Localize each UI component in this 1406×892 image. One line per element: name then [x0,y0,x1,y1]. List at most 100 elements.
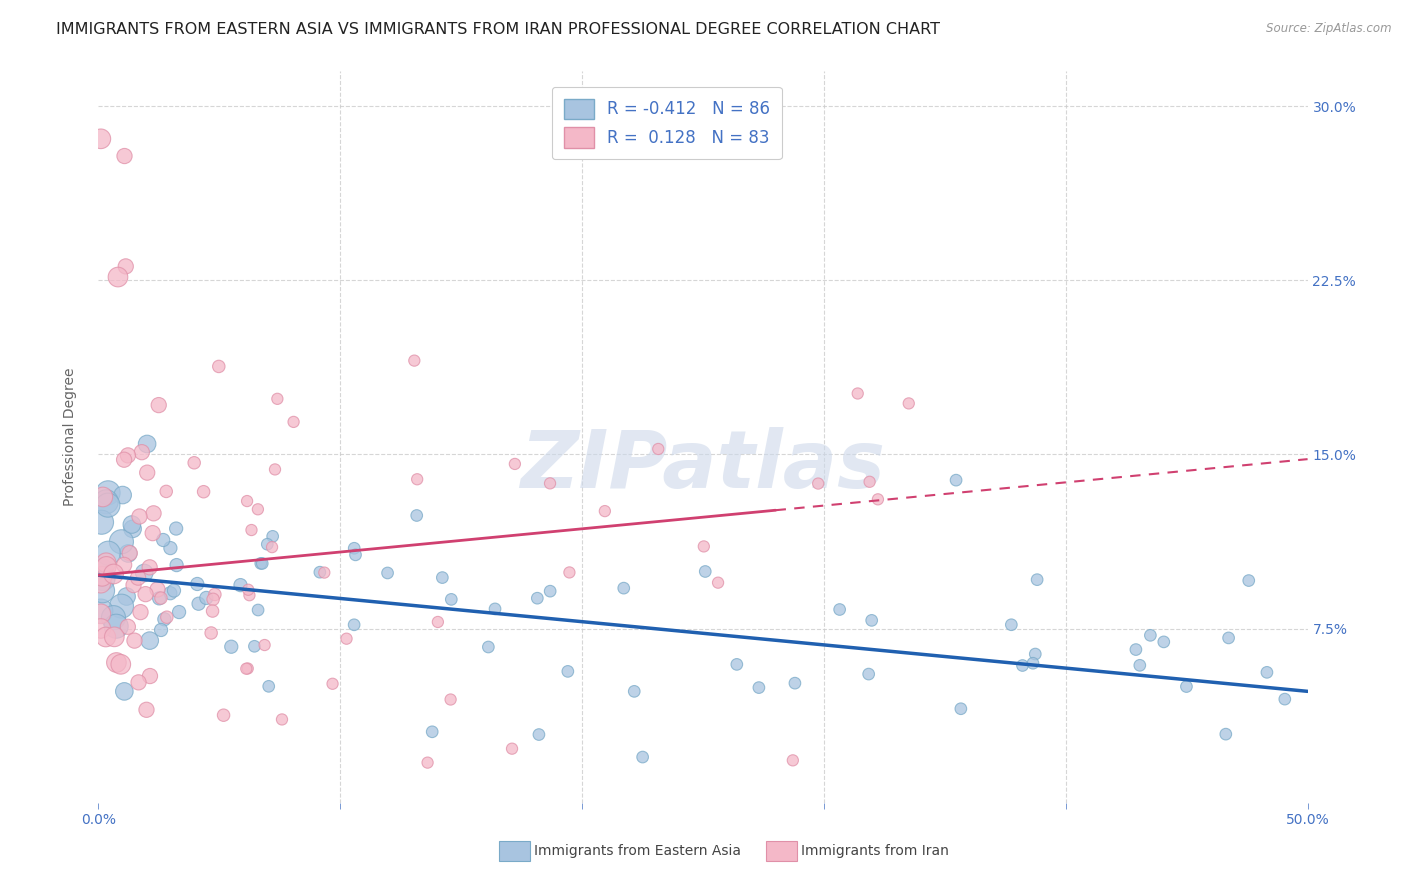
Point [146,582,169,597]
Point [557,665,579,679]
Point [1024,647,1046,661]
Point [229,578,252,592]
Point [404,353,426,368]
Point [201,604,224,618]
Point [405,508,427,523]
Point [212,708,235,723]
Legend: R = -0.412   N = 86, R =  0.128   N = 83: R = -0.412 N = 86, R = 0.128 N = 83 [553,87,782,160]
Point [142,526,165,541]
Point [538,476,561,491]
Point [432,571,454,585]
Point [90,622,112,636]
Point [117,547,139,561]
Point [166,558,188,573]
Point [138,560,160,574]
Point [1139,628,1161,642]
Point [440,592,463,607]
Point [122,578,145,592]
Point [156,610,179,624]
Point [165,522,187,536]
Point [202,592,225,607]
Point [236,494,259,508]
Point [90,576,112,591]
Point [204,587,226,601]
Point [195,591,218,605]
Point [148,398,170,412]
Point [526,591,548,606]
Point [96,495,118,509]
Point [150,623,173,637]
Point [219,640,242,654]
Point [1256,665,1278,680]
Point [707,575,730,590]
Point [114,149,136,163]
Point [846,386,869,401]
Point [253,638,276,652]
Point [183,456,205,470]
Y-axis label: Professional Degree: Professional Degree [63,368,77,507]
Point [725,657,748,672]
Point [1237,574,1260,588]
Point [91,571,114,585]
Point [1218,631,1240,645]
Point [344,548,367,562]
Point [139,669,162,683]
Point [439,692,461,706]
Point [236,661,259,675]
Point [266,392,288,406]
Point [377,566,399,580]
Point [283,415,305,429]
Point [128,675,150,690]
Point [159,541,181,555]
Point [186,577,208,591]
Point [593,504,616,518]
Point [1026,573,1049,587]
Point [118,546,141,560]
Point [249,557,271,571]
Point [90,604,112,618]
Point [503,457,526,471]
Text: Immigrants from Iran: Immigrants from Iran [801,844,949,858]
Point [235,662,257,676]
Point [271,713,294,727]
Point [1175,680,1198,694]
Point [613,581,636,595]
Point [105,656,128,670]
Point [1011,658,1033,673]
Point [107,270,129,285]
Point [260,540,283,554]
Point [860,613,883,627]
Point [138,633,160,648]
Point [94,630,117,644]
Point [90,607,112,621]
Point [136,466,159,480]
Point [112,684,135,698]
Point [187,597,209,611]
Point [163,583,186,598]
Point [501,741,523,756]
Text: Immigrants from Eastern Asia: Immigrants from Eastern Asia [534,844,741,858]
Point [110,599,132,614]
Point [252,557,274,571]
Point [117,449,139,463]
Point [142,506,165,520]
Point [945,473,967,487]
Text: Source: ZipAtlas.com: Source: ZipAtlas.com [1267,22,1392,36]
Point [159,586,181,600]
Point [1022,657,1045,671]
Point [343,617,366,632]
Point [897,396,920,410]
Point [1274,692,1296,706]
Point [155,484,177,499]
Point [117,620,139,634]
Point [153,612,176,626]
Point [416,756,439,770]
Point [135,587,157,601]
Point [148,591,170,606]
Point [693,540,716,554]
Point [97,485,120,500]
Point [748,681,770,695]
Point [246,502,269,516]
Point [247,603,270,617]
Point [167,605,190,619]
